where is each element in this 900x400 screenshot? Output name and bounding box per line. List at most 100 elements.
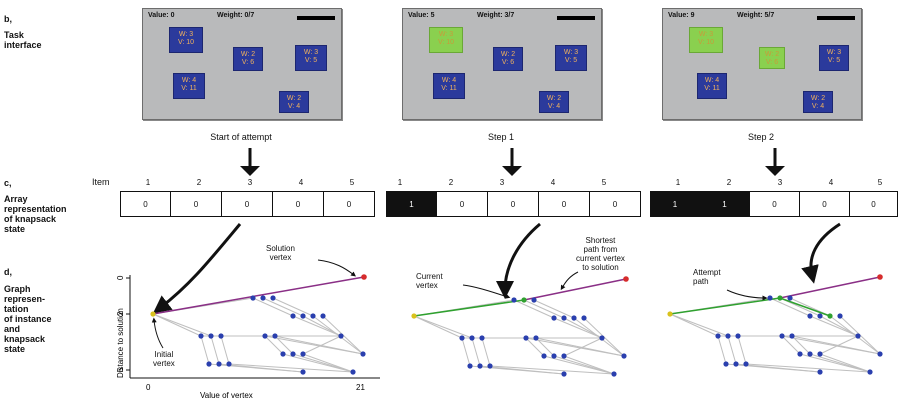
capacity-bar: [817, 16, 855, 20]
graph-node: [735, 333, 741, 339]
item-4[interactable]: W: 4 V: 11: [173, 73, 205, 99]
graph-node: [817, 351, 823, 357]
graph-edge: [274, 335, 364, 355]
solution-vertex-node: [361, 274, 367, 280]
panel-d-letter: d,: [4, 267, 12, 277]
graph-node: [300, 351, 306, 357]
array-index: 1: [145, 178, 151, 187]
graph-axes: 0 2 5 0 21 Distance to solution Value of…: [116, 275, 380, 400]
item-5[interactable]: W: 2 V: 4: [279, 91, 309, 113]
graph-node: [350, 369, 356, 375]
item-2[interactable]: W: 2 V: 6: [759, 47, 785, 69]
panel-d-line: knapsack: [4, 334, 46, 344]
task-screen-step1: Value: 5 Weight: 3/7 W: 3 V: 10 W: 2 V: 6 …: [402, 8, 602, 120]
annot-arrow-initial: [151, 317, 164, 349]
graph-edge: [523, 299, 565, 319]
graph-edge: [228, 363, 354, 373]
graph-edge: [272, 297, 314, 317]
graph-node: [621, 353, 627, 359]
item-2[interactable]: W: 2 V: 6: [233, 47, 263, 71]
graph-node: [467, 363, 473, 369]
item-2[interactable]: W: 2 V: 6: [493, 47, 523, 71]
graph-step2: [667, 274, 883, 375]
graph-node: [272, 333, 278, 339]
graph-edge: [769, 297, 811, 317]
graph-node: [206, 361, 212, 367]
annot-arrow-shortest: [560, 271, 579, 291]
graph-node: [262, 333, 268, 339]
annot-solution-vertex: Solution vertex: [266, 244, 295, 262]
graph-edge: [669, 313, 729, 337]
item-4[interactable]: W: 4 V: 11: [697, 73, 727, 99]
task-screen-step2: Value: 9 Weight: 5/7 W: 3 V: 10 W: 2 V: 6 …: [662, 8, 862, 120]
graph-edge: [413, 315, 463, 339]
array-cell: 0: [850, 191, 898, 217]
annot-attempt-path: Attempt path: [693, 268, 721, 286]
panel-c-line: Array: [4, 194, 28, 204]
graph-node: [523, 335, 529, 341]
value-readout: Value: 5: [408, 12, 435, 19]
panel-c-letter: c,: [4, 178, 12, 188]
graph-node: [599, 335, 605, 341]
array-cell: 0: [273, 191, 324, 217]
array-cell: 0: [590, 191, 641, 217]
capacity-bar: [557, 16, 595, 20]
graph-node: [817, 313, 823, 319]
array-cell: 0: [120, 191, 171, 217]
item-4[interactable]: W: 4 V: 11: [433, 73, 465, 99]
item-1[interactable]: W: 3 V: 10: [689, 27, 723, 53]
graph-edge: [727, 335, 737, 365]
panel-d-line: represen-: [4, 294, 46, 304]
array-cell: 0: [539, 191, 590, 217]
graph-node: [226, 361, 232, 367]
graph-node: [270, 295, 276, 301]
item-1[interactable]: W: 3 V: 10: [429, 27, 463, 53]
graph-edge: [525, 337, 545, 357]
graph-edge: [152, 313, 212, 337]
graph-node: [551, 315, 557, 321]
item-3[interactable]: W: 3 V: 5: [819, 45, 849, 71]
x-tick-0: 0: [146, 383, 151, 392]
item-1[interactable]: W: 3 V: 10: [169, 27, 203, 53]
graph-node: [837, 313, 843, 319]
graph-node: [817, 369, 823, 375]
item-3[interactable]: W: 3 V: 5: [555, 45, 587, 71]
x-axis-label: Value of vertex: [200, 391, 253, 400]
graph-edge: [535, 337, 555, 357]
array-index: 3: [499, 178, 505, 187]
graph-node: [541, 353, 547, 359]
y-axis-label: Distance to solution: [116, 308, 125, 378]
item-5[interactable]: W: 2 V: 4: [539, 91, 569, 113]
graph-node: [250, 295, 256, 301]
graph-edge: [781, 335, 801, 355]
annot-arrow-current: [462, 284, 511, 299]
graph-edge: [312, 315, 364, 355]
task-screen-start: Value: 0 Weight: 0/7 W: 3 V: 10 W: 2 V: 6 …: [142, 8, 342, 120]
graph-node: [521, 297, 527, 303]
item-3[interactable]: W: 3 V: 5: [295, 45, 327, 71]
graph-node: [611, 371, 617, 377]
panel-d-label: Graph represen- tation of instance and k…: [4, 284, 52, 354]
graph-edge: [479, 365, 565, 375]
array-index: 4: [298, 178, 304, 187]
initial-vertex-node: [150, 311, 156, 317]
item-5[interactable]: W: 2 V: 4: [803, 91, 833, 113]
graph-node: [797, 351, 803, 357]
graph-node: [479, 335, 485, 341]
graph-node: [561, 315, 567, 321]
weight-readout: Weight: 0/7: [217, 12, 255, 19]
panel-b-letter: b,: [4, 14, 12, 24]
array-index: 4: [828, 178, 834, 187]
y-tick-5: 5: [116, 367, 125, 372]
graph-edge: [274, 335, 294, 355]
graph-edge: [563, 355, 615, 375]
graph-edge: [218, 363, 304, 373]
value-readout: Value: 0: [148, 12, 175, 19]
graph-edge: [302, 335, 342, 355]
state-array-step1: 1 0 0 0 0: [386, 191, 641, 217]
initial-vertex-node: [667, 311, 673, 317]
graph-node: [723, 361, 729, 367]
graph-node: [360, 351, 366, 357]
graph-edge: [152, 313, 202, 337]
graph-node: [300, 369, 306, 375]
